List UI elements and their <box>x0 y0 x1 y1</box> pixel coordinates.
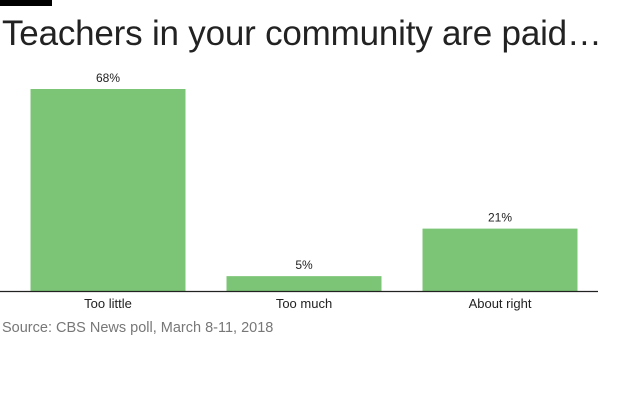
bar-chart: 68% Too little 5% Too much 21% About right <box>0 71 598 311</box>
source-note: Source: CBS News poll, March 8-11, 2018 <box>2 320 274 336</box>
bar-too-much <box>226 276 382 291</box>
value-label-about-right: 21% <box>488 211 512 225</box>
bar-too-little <box>30 89 186 291</box>
category-label-too-much: Too much <box>276 296 332 311</box>
bar-about-right <box>422 228 578 291</box>
value-label-too-little: 68% <box>96 71 120 85</box>
chart-title: Teachers in your community are paid… <box>2 14 602 53</box>
accent-bar <box>0 0 52 6</box>
category-label-too-little: Too little <box>84 296 132 311</box>
category-label-about-right: About right <box>469 296 532 311</box>
value-label-too-much: 5% <box>295 258 313 272</box>
